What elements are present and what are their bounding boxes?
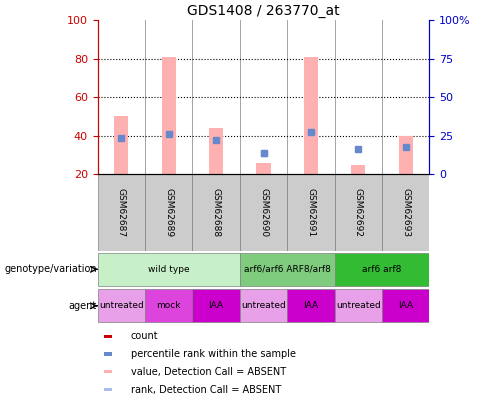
Text: GSM62687: GSM62687 bbox=[117, 188, 126, 237]
Text: GSM62693: GSM62693 bbox=[401, 188, 410, 237]
Text: GSM62689: GSM62689 bbox=[164, 188, 173, 237]
Bar bbox=[162, 57, 176, 174]
Bar bbox=[399, 136, 413, 174]
Bar bbox=[240, 289, 287, 322]
Bar bbox=[114, 117, 128, 174]
Text: GSM62688: GSM62688 bbox=[212, 188, 221, 237]
Text: rank, Detection Call = ABSENT: rank, Detection Call = ABSENT bbox=[131, 385, 281, 394]
Text: wild type: wild type bbox=[148, 265, 189, 274]
Bar bbox=[240, 174, 287, 251]
Bar bbox=[382, 174, 429, 251]
Bar bbox=[287, 174, 335, 251]
Bar bbox=[98, 174, 145, 251]
Bar bbox=[104, 352, 112, 356]
Bar bbox=[335, 174, 382, 251]
Text: IAA: IAA bbox=[304, 301, 319, 310]
Bar bbox=[382, 289, 429, 322]
Bar bbox=[240, 253, 335, 286]
Bar bbox=[209, 128, 223, 174]
Bar bbox=[145, 289, 192, 322]
Bar bbox=[98, 289, 145, 322]
Text: count: count bbox=[131, 331, 159, 341]
Text: IAA: IAA bbox=[208, 301, 224, 310]
Text: value, Detection Call = ABSENT: value, Detection Call = ABSENT bbox=[131, 367, 286, 377]
Text: IAA: IAA bbox=[398, 301, 413, 310]
Bar bbox=[287, 289, 335, 322]
Text: GSM62692: GSM62692 bbox=[354, 188, 363, 237]
Bar bbox=[104, 335, 112, 338]
Bar bbox=[98, 253, 240, 286]
Bar bbox=[351, 164, 366, 174]
Text: arf6/arf6 ARF8/arf8: arf6/arf6 ARF8/arf8 bbox=[244, 265, 331, 274]
Text: GSM62691: GSM62691 bbox=[306, 188, 315, 237]
Bar bbox=[145, 174, 192, 251]
Text: arf6 arf8: arf6 arf8 bbox=[363, 265, 402, 274]
Text: agent: agent bbox=[68, 301, 97, 311]
Text: mock: mock bbox=[157, 301, 181, 310]
Title: GDS1408 / 263770_at: GDS1408 / 263770_at bbox=[187, 4, 340, 18]
Text: genotype/variation: genotype/variation bbox=[4, 264, 97, 274]
Bar bbox=[192, 174, 240, 251]
Bar bbox=[335, 289, 382, 322]
Bar bbox=[104, 388, 112, 391]
Bar bbox=[335, 253, 429, 286]
Text: percentile rank within the sample: percentile rank within the sample bbox=[131, 349, 296, 359]
Text: untreated: untreated bbox=[99, 301, 143, 310]
Text: GSM62690: GSM62690 bbox=[259, 188, 268, 237]
Bar bbox=[192, 289, 240, 322]
Bar bbox=[104, 370, 112, 373]
Text: untreated: untreated bbox=[336, 301, 381, 310]
Bar bbox=[256, 163, 271, 174]
Bar bbox=[304, 57, 318, 174]
Text: untreated: untreated bbox=[241, 301, 286, 310]
